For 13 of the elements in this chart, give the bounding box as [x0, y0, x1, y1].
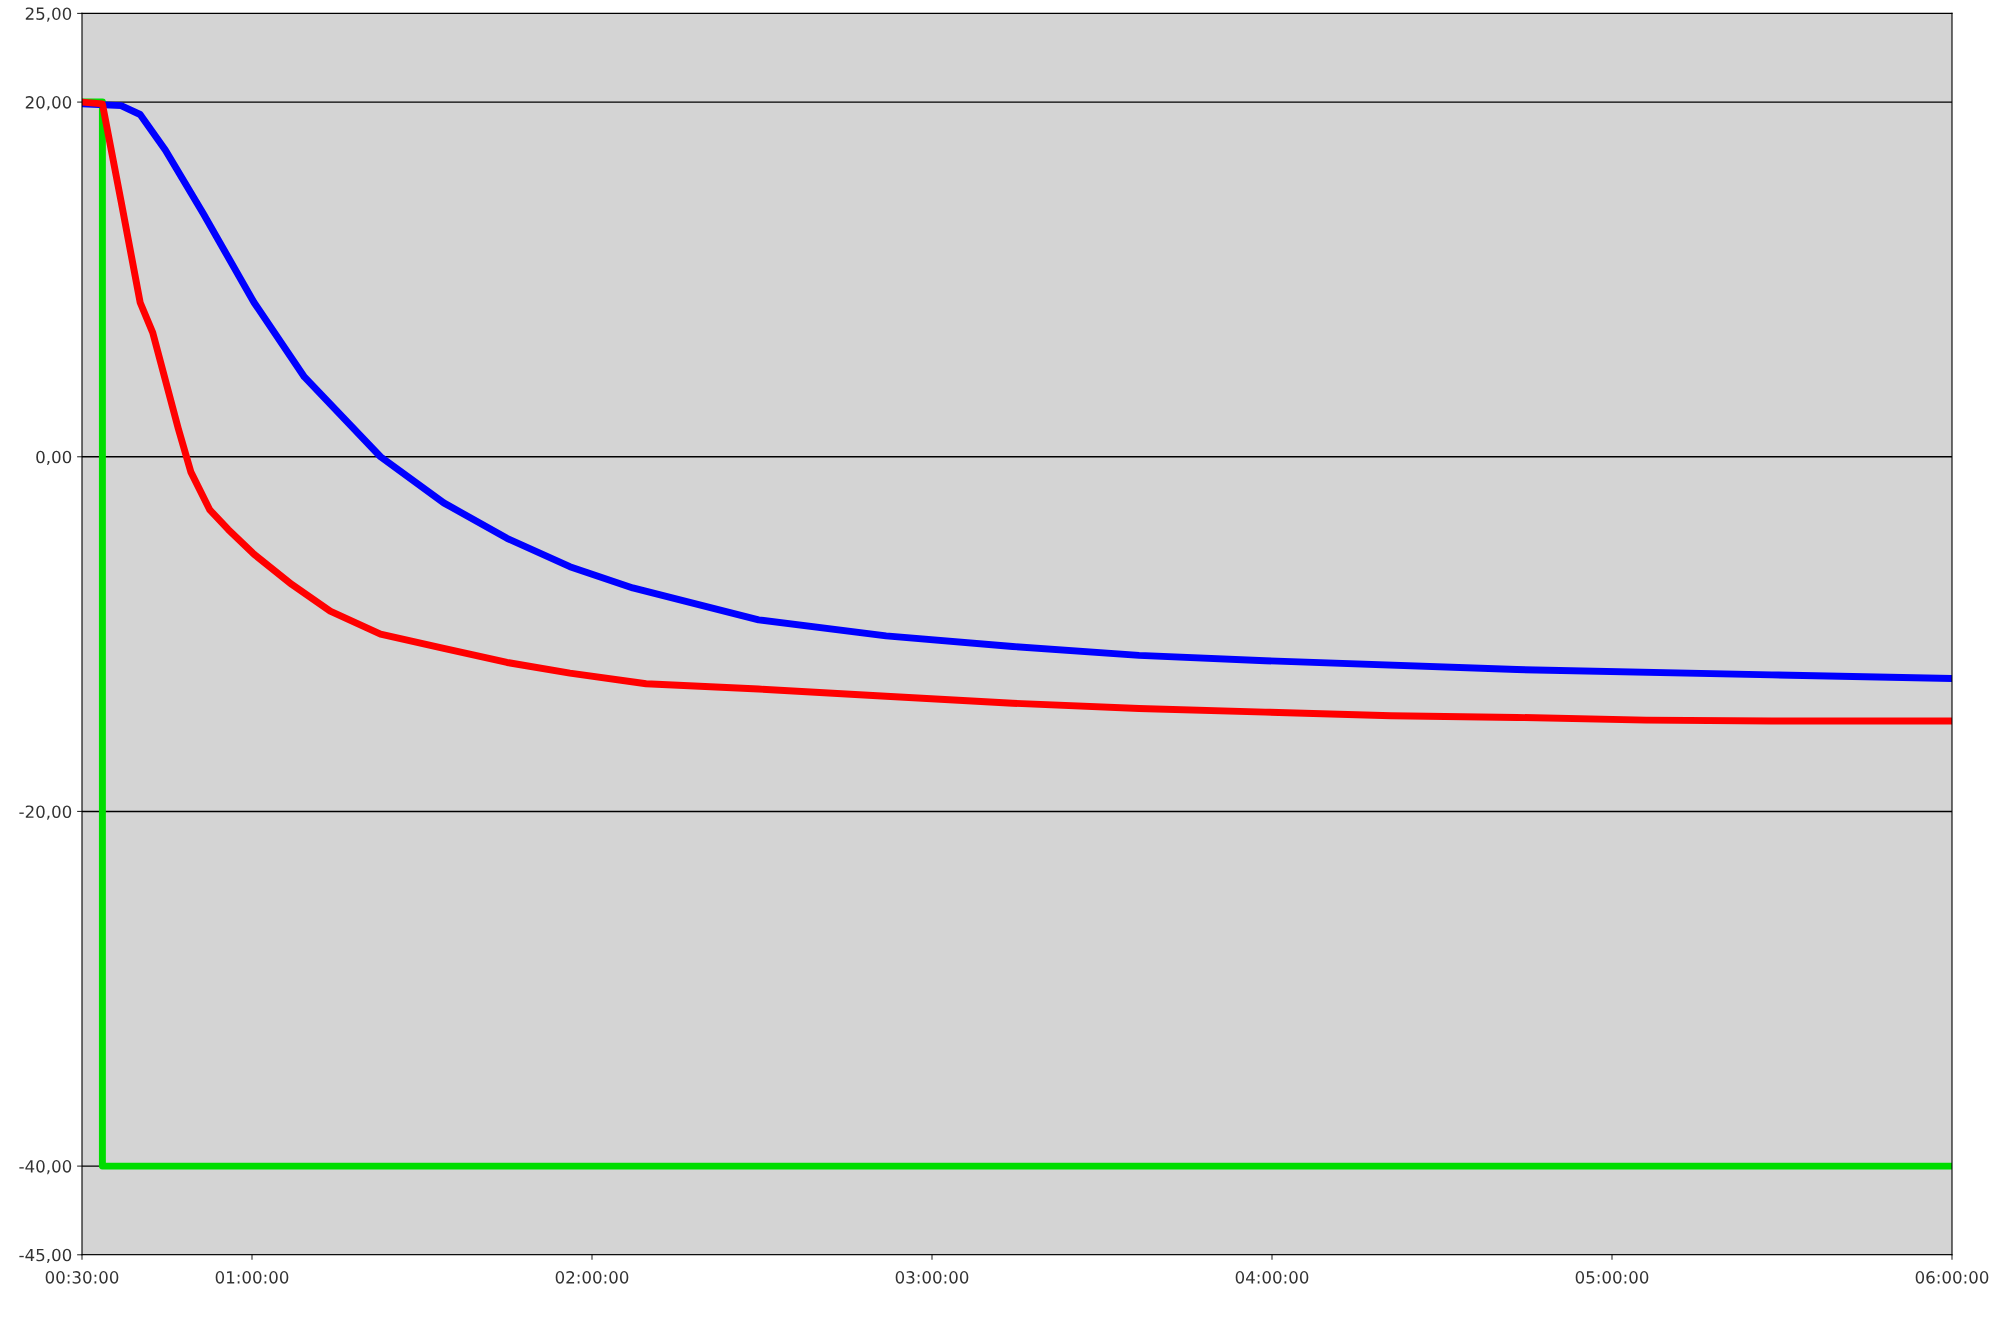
x-tick-label: 03:00:00 [895, 1271, 969, 1284]
y-tick-label: -40,00 [19, 1160, 72, 1175]
y-tick-label: 25,00 [25, 7, 72, 22]
x-tick-label: 04:00:00 [1235, 1271, 1309, 1284]
y-tick-label: 20,00 [25, 96, 72, 111]
y-tick-label: -45,00 [19, 1248, 72, 1264]
x-tick-label: 05:00:00 [1575, 1271, 1649, 1284]
y-tick-label: -20,00 [19, 805, 72, 820]
x-tick-label: 02:00:00 [555, 1271, 629, 1284]
x-tick-label: 06:00:00 [1915, 1271, 1989, 1284]
x-tick-label: 00:30:00 [45, 1271, 119, 1284]
x-tick-label: 01:00:00 [215, 1271, 289, 1284]
y-tick-label: 0,00 [36, 450, 72, 466]
